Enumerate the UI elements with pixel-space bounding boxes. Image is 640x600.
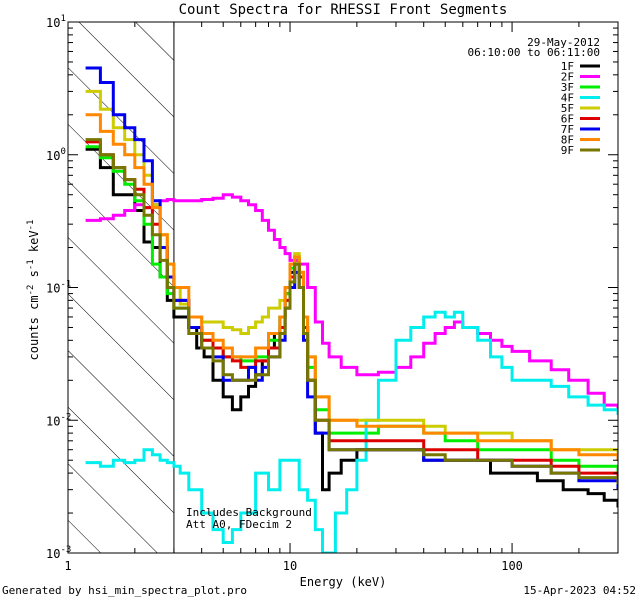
legend-label: 4F xyxy=(561,92,574,105)
legend-label: 3F xyxy=(561,81,574,94)
chart-title: Count Spectra for RHESSI Front Segments xyxy=(179,2,508,18)
x-tick-label: 1 xyxy=(64,559,71,573)
legend-label: 2F xyxy=(561,71,574,84)
legend-label: 1F xyxy=(561,60,574,73)
series-2F xyxy=(85,193,618,415)
y-axis: 10-3 10-2 10-1 100 101 xyxy=(46,14,618,561)
annotation-background: Includes Background xyxy=(186,506,312,519)
y-axis-label: counts cm-2 s-1 keV-1 xyxy=(26,220,41,361)
y-tick-label: 10-2 xyxy=(46,412,71,428)
legend-label: 9F xyxy=(561,144,574,157)
x-tick-label: 10 xyxy=(283,559,297,573)
y-tick-label: 10-1 xyxy=(46,280,71,296)
series-group xyxy=(85,66,618,553)
x-axis: 1 10 100 xyxy=(64,22,619,573)
time-range-label: 06:10:00 to 06:11:00 xyxy=(468,46,600,59)
y-tick-label: 101 xyxy=(46,14,66,30)
footer-generator: Generated by hsi_min_spectra_plot.pro xyxy=(2,584,247,597)
footer-timestamp: 15-Apr-2023 04:52 xyxy=(523,584,636,597)
background-shaded-region xyxy=(68,22,175,553)
x-tick-label: 100 xyxy=(501,559,523,573)
legend-label: 6F xyxy=(561,113,574,126)
legend-label: 7F xyxy=(561,123,574,136)
legend-label: 5F xyxy=(561,102,574,115)
legend-label: 8F xyxy=(561,134,574,147)
date-label: 29-May-2012 xyxy=(527,36,600,49)
hatch-fill xyxy=(68,22,174,553)
y-tick-label: 100 xyxy=(46,147,66,163)
series-6F xyxy=(85,140,618,481)
series-4F xyxy=(85,310,618,553)
y-tick-label: 10-3 xyxy=(46,545,71,561)
x-axis-label: Energy (keV) xyxy=(300,575,387,589)
series-8F xyxy=(85,113,618,461)
series-9F xyxy=(85,138,618,485)
annotation-attenuator: Att A0, FDecim 2 xyxy=(186,518,292,531)
